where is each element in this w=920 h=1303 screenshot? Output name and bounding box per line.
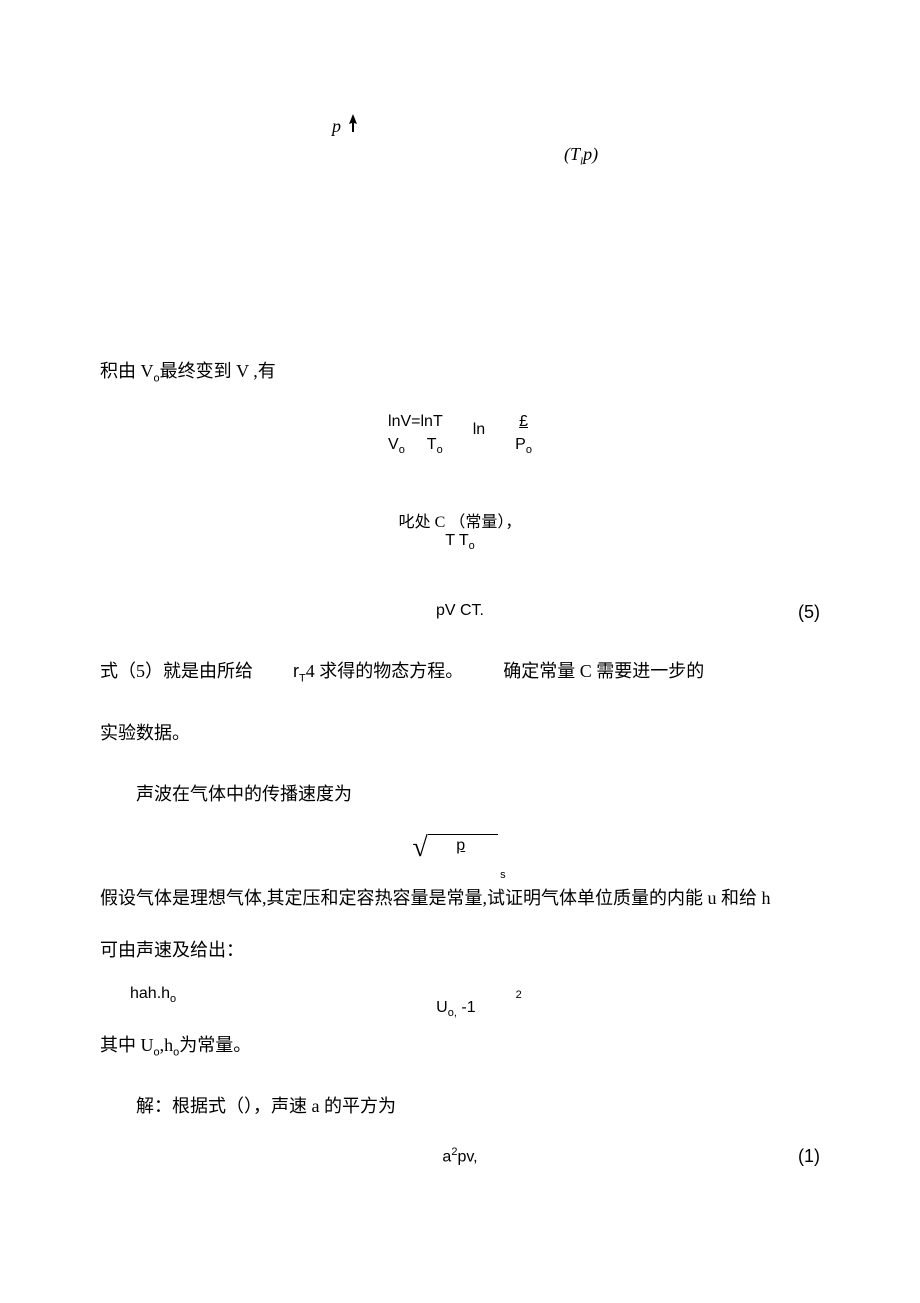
paragraph-solution: 解：根据式（），声速 a 的平方为 bbox=[100, 1085, 820, 1128]
equation-number-5: (5) bbox=[798, 602, 820, 623]
paragraph-experiment: 实验数据。 bbox=[100, 712, 820, 755]
paragraph-constants: 其中 Uo,ho为常量。 bbox=[100, 1024, 820, 1067]
figure-region: p (Tlp) bbox=[100, 100, 820, 330]
point-label: (Tlp) bbox=[564, 144, 598, 168]
equation-5: pV CT. (5) bbox=[100, 602, 820, 620]
paragraph-sound-speed: 声波在气体中的传播速度为 bbox=[100, 773, 820, 816]
paragraph-eq5-desc: 式（5）就是由所给 rT4 求得的物态方程。 确定常量 C 需要进一步的 bbox=[100, 650, 820, 693]
paragraph-volume-change: 积由 Vo最终变到 V ,有 bbox=[100, 350, 820, 393]
equation-number-1: (1) bbox=[798, 1146, 820, 1167]
equation-sqrt: √ p s bbox=[100, 834, 820, 863]
equation-log: lnV=lnT Vo To ln £ Po bbox=[100, 411, 820, 458]
paragraph-ideal-gas: 假设气体是理想气体,其定压和定容热容量是常量,试证明气体单位质量的内能 u 和给… bbox=[100, 881, 820, 915]
equation-1: a2pv, (1) bbox=[100, 1146, 820, 1166]
y-axis-arrow-icon bbox=[348, 114, 358, 132]
y-axis-label: p bbox=[332, 116, 341, 137]
equation-constant: 叱处 C （常量）， T To bbox=[100, 508, 820, 552]
equation-hah: hah.ho Uo, -1 2 bbox=[130, 985, 820, 1005]
paragraph-given-by: 可由声速及给出： bbox=[100, 933, 820, 967]
sqrt-icon: √ bbox=[412, 834, 427, 862]
